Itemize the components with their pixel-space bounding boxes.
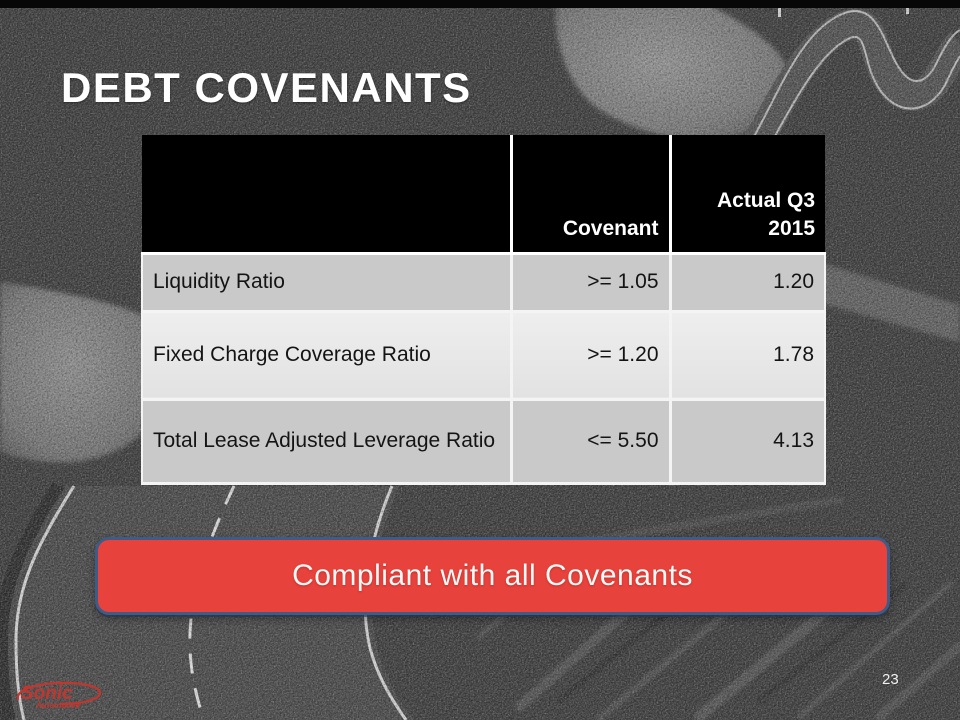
row-label: Liquidity Ratio xyxy=(141,253,511,313)
sonic-automotive-logo: Sonic Automotive xyxy=(16,681,102,710)
slide-title: DEBT COVENANTS xyxy=(61,64,472,111)
compliance-banner: Compliant with all Covenants xyxy=(95,537,890,615)
table-header-row: Covenant Actual Q3 2015 xyxy=(142,135,825,255)
header-cell-empty xyxy=(142,135,511,255)
row-label: Fixed Charge Coverage Ratio xyxy=(141,311,511,401)
row-label: Total Lease Adjusted Leverage Ratio xyxy=(141,399,511,485)
header-cell-covenant: Covenant xyxy=(509,135,670,255)
compliance-banner-label: Compliant with all Covenants xyxy=(292,559,693,592)
row-actual: 1.78 xyxy=(668,311,826,401)
row-actual: 4.13 xyxy=(668,399,826,485)
logo-subbrand-text: Automotive xyxy=(35,701,81,710)
row-actual: 1.20 xyxy=(668,253,826,313)
header-cell-actual: Actual Q3 2015 xyxy=(668,135,825,255)
page-number: 23 xyxy=(882,671,899,688)
table-row: Fixed Charge Coverage Ratio >= 1.20 1.78 xyxy=(141,311,826,401)
top-black-bar xyxy=(0,0,960,8)
logo-brand-text: Sonic xyxy=(21,683,73,704)
row-covenant: >= 1.05 xyxy=(509,253,670,313)
covenants-table: Covenant Actual Q3 2015 Liquidity Ratio … xyxy=(141,135,826,485)
row-covenant: <= 5.50 xyxy=(509,399,670,485)
table-row: Liquidity Ratio >= 1.05 1.20 xyxy=(141,253,826,313)
table-row: Total Lease Adjusted Leverage Ratio <= 5… xyxy=(141,399,826,485)
row-covenant: >= 1.20 xyxy=(509,311,670,401)
